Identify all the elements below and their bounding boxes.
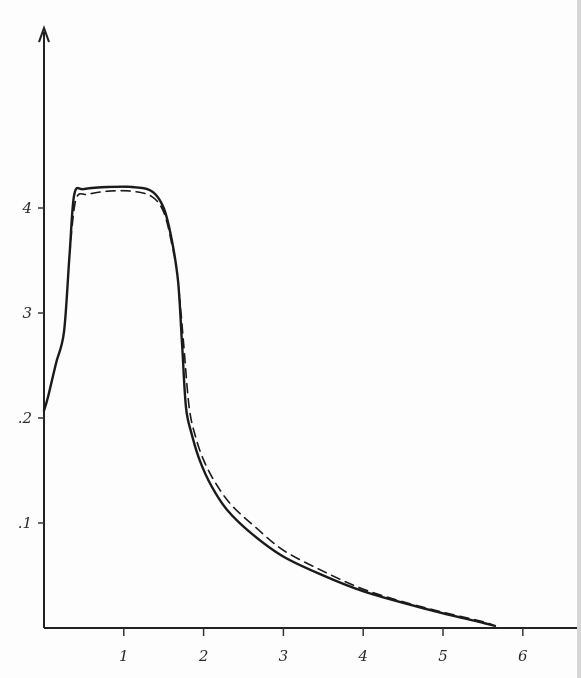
x-tick-label: 1 — [119, 647, 129, 665]
x-tick-label: 4 — [357, 647, 368, 665]
scan-edge — [577, 0, 581, 678]
series-group — [42, 185, 497, 628]
y-tick-label: 4 — [21, 199, 32, 217]
y-tick-label: 3 — [22, 304, 32, 322]
y-tick-label: .2 — [18, 409, 32, 427]
x-tick-label: 3 — [279, 647, 289, 665]
x-ticks: 1 2 3 4 5 6 — [119, 628, 528, 665]
y-ticks: .1 .2 3 4 — [18, 199, 44, 532]
x-tick-label: 6 — [518, 647, 528, 665]
axes — [38, 25, 581, 629]
series-solid-line — [42, 185, 497, 628]
y-axis-arrow — [38, 25, 50, 43]
series-dashed-line — [68, 189, 496, 627]
x-tick-label: 5 — [438, 647, 448, 665]
x-tick-label: 2 — [198, 647, 209, 665]
y-tick-label: .1 — [18, 514, 32, 532]
